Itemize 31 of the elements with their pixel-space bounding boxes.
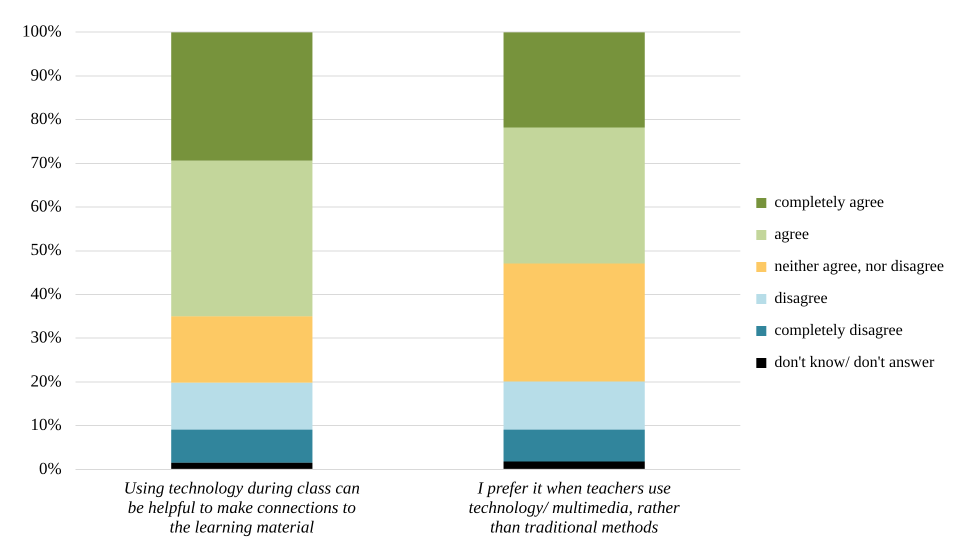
y-tick-label: 40% xyxy=(30,284,62,303)
bar xyxy=(504,128,645,264)
legend-label: disagree xyxy=(774,290,828,308)
bar xyxy=(171,462,312,469)
x-tick-label: Using technology during class can be helpful to make connections to the learning material xyxy=(124,478,360,537)
y-tick-label: 30% xyxy=(30,328,62,347)
bar xyxy=(504,461,645,469)
y-tick-label: 90% xyxy=(30,65,62,84)
bar xyxy=(504,430,645,462)
y-tick-label: 60% xyxy=(30,196,62,216)
bar xyxy=(171,382,312,430)
y-tick-label: 20% xyxy=(30,371,62,390)
legend-label: completely agree xyxy=(774,194,884,212)
y-tick-label: 100% xyxy=(22,22,62,41)
legend-label: don't know/ don't answer xyxy=(774,354,935,372)
bar xyxy=(171,430,312,463)
bar xyxy=(504,263,645,382)
bar xyxy=(504,32,645,128)
y-tick-label: 70% xyxy=(30,152,62,172)
bar xyxy=(171,160,312,316)
legend-label: completely disagree xyxy=(774,322,903,340)
y-tick-label: 80% xyxy=(30,109,62,128)
y-tick-label: 0% xyxy=(38,458,62,478)
bar xyxy=(171,32,312,161)
bar xyxy=(171,316,312,383)
y-tick-label: 50% xyxy=(30,240,62,260)
y-tick-label: 10% xyxy=(30,415,62,434)
x-tick-label: I prefer it when teachers use technology/ multimedia, rather than traditional methods xyxy=(468,478,680,537)
legend-label: agree xyxy=(774,226,809,244)
bar xyxy=(504,381,645,430)
legend-label: neither agree, nor disagree xyxy=(774,258,944,276)
